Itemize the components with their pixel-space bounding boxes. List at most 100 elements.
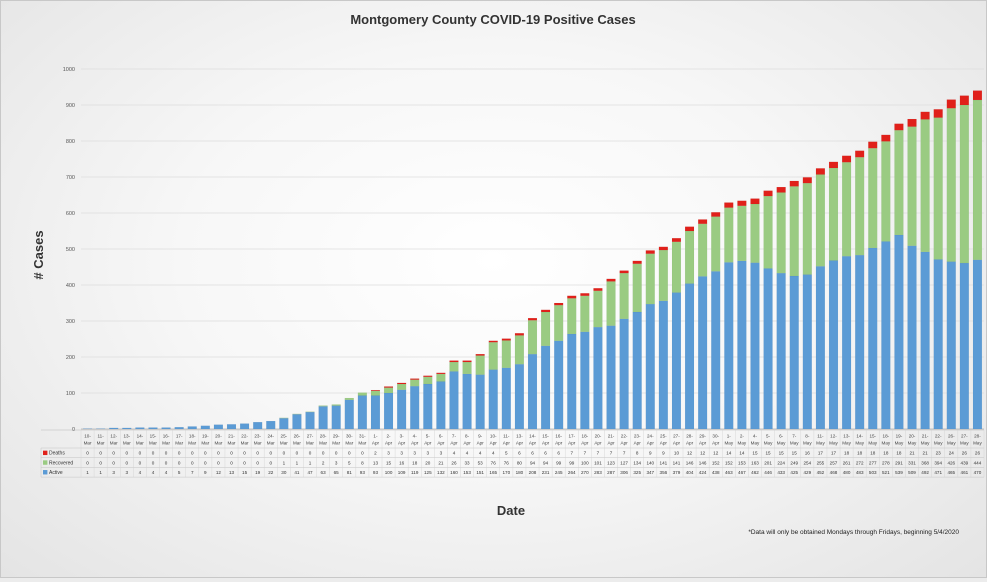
data-label: 0 [152,451,155,456]
x-tick-label: May [921,441,930,446]
x-tick-label: 28- [686,434,693,439]
x-tick-label: May [751,441,760,446]
data-label: 264 [568,470,576,475]
data-label: 0 [204,460,207,465]
x-tick-label: Mar [241,441,249,446]
data-label: 4 [466,451,469,456]
bar-active [135,428,144,429]
x-tick-label: Mar [358,441,366,446]
x-tick-label: 29- [333,434,340,439]
x-tick-label: 17- [176,434,183,439]
x-tick-label: Mar [293,441,301,446]
data-label: 446 [764,470,772,475]
data-label: 6 [544,451,547,456]
x-tick-label: 8- [805,434,810,439]
bar-recovered [607,281,616,325]
data-label: 6 [557,451,560,456]
x-tick-label: 31- [359,434,366,439]
bar-recovered [751,204,760,263]
data-label: 24 [949,451,955,456]
data-label: 249 [790,460,798,465]
x-tick-label: May [790,441,799,446]
x-tick-label: Mar [110,441,118,446]
data-label: 4 [492,451,495,456]
x-tick-label: May [908,441,917,446]
x-tick-label: 27- [961,434,968,439]
data-label: 1 [283,460,286,465]
y-tick-label: 1000 [63,67,75,73]
bar-active [397,390,406,429]
x-tick-label: 2- [740,434,745,439]
bar-active [371,396,380,429]
x-tick-label: May [973,441,982,446]
bar-active [816,266,825,429]
data-label: 0 [361,451,364,456]
bar-recovered [345,398,354,400]
data-label: 0 [269,451,272,456]
data-label: 0 [322,451,325,456]
bar-active [751,263,760,429]
bar-active [410,386,419,429]
data-label: 0 [139,451,142,456]
data-label: 8 [361,460,364,465]
data-label: 141 [673,460,681,465]
x-tick-label: 29- [699,434,706,439]
data-label: 21 [909,451,915,456]
data-label: 19 [255,470,261,475]
x-tick-label: May [724,441,733,446]
bar-active [489,370,498,429]
bar-recovered [829,168,838,261]
x-tick-label: 30- [346,434,353,439]
bar-active [109,428,118,429]
data-label: 76 [504,460,510,465]
bar-recovered [620,273,629,319]
data-label: 8 [636,451,639,456]
bar-deaths [659,247,668,250]
bar-active [607,326,616,429]
x-tick-label: 28- [320,434,327,439]
data-table: 10-Mar11-Mar12-Mar13-Mar14-Mar15-Mar16-M… [41,430,984,477]
y-tick-label: 400 [66,283,75,289]
x-tick-label: May [947,441,956,446]
data-label: 12 [687,451,693,456]
bar-deaths [973,91,982,100]
x-tick-label: 13- [516,434,523,439]
data-label: 0 [112,460,115,465]
data-label: 12 [713,451,719,456]
bar-active [646,304,655,429]
bar-active [384,393,393,429]
legend-label: Recovered [49,460,73,466]
bar-recovered [803,183,812,274]
data-label: 125 [424,470,432,475]
bar-recovered [502,340,511,367]
data-label: 6 [518,451,521,456]
data-label: 26 [975,451,981,456]
data-label: 0 [112,451,115,456]
data-label: 0 [178,460,181,465]
data-label: 22 [268,470,274,475]
bar-recovered [698,224,707,277]
legend-label: Deaths [49,451,65,457]
bar-active [620,319,629,429]
data-label: 503 [869,470,877,475]
x-tick-label: 14- [529,434,536,439]
bar-active [921,252,930,429]
x-tick-label: May [855,441,864,446]
x-tick-label: 5- [766,434,771,439]
bar-recovered [816,174,825,266]
x-tick-label: Apr [647,441,655,446]
data-label: 4 [165,470,168,475]
data-label: 404 [686,470,694,475]
x-tick-label: 25- [660,434,667,439]
data-label: 15 [766,451,772,456]
x-tick-label: 15- [542,434,549,439]
x-tick-label: 13- [123,434,130,439]
x-tick-label: 1- [373,434,378,439]
bar-deaths [489,341,498,342]
x-tick-label: Mar [136,441,144,446]
bar-deaths [463,361,472,362]
data-label: 80 [517,460,523,465]
data-label: 3 [400,451,403,456]
x-tick-label: 7- [452,434,457,439]
data-label: 152 [712,460,720,465]
